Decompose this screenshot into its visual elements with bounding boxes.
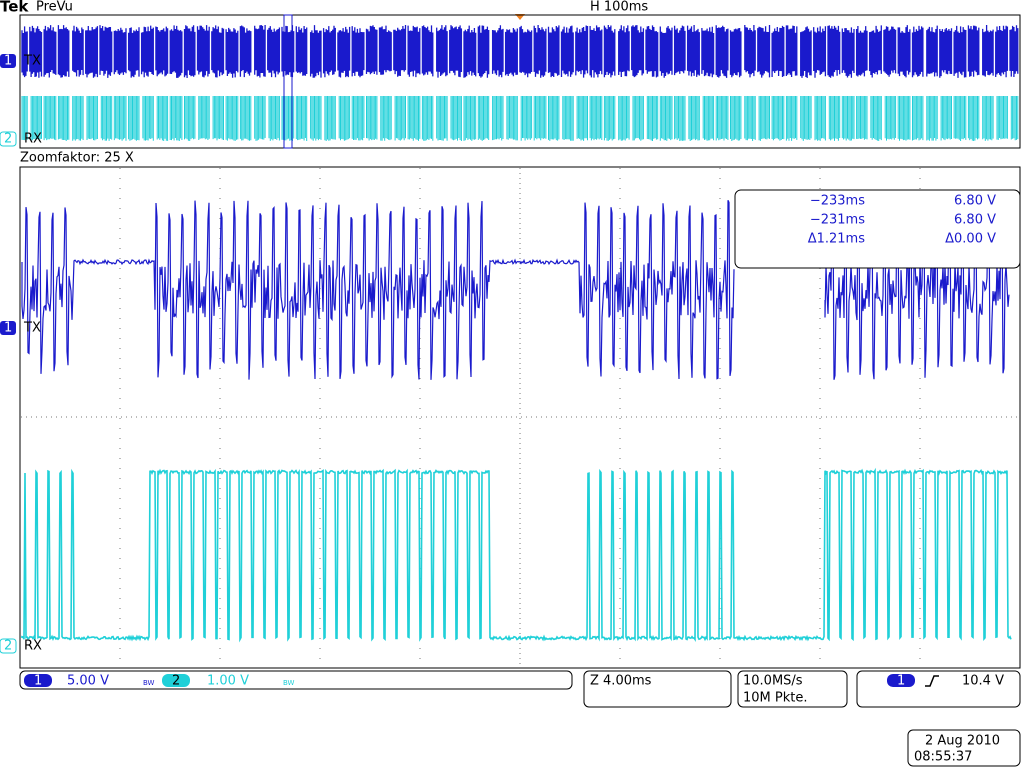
channel-status xyxy=(19,670,573,690)
cursor-voltage: 6.80 V xyxy=(954,194,996,209)
cursor-time: −233ms xyxy=(810,194,865,209)
zoom-window xyxy=(19,166,1021,669)
ch2-number: 2 xyxy=(4,639,12,654)
ch2-badge[interactable] xyxy=(162,674,190,687)
ch2-number: 2 xyxy=(172,674,180,689)
trigger-badge[interactable] xyxy=(887,674,915,687)
cursor-readout xyxy=(734,189,1021,269)
sample-rate: 10.0MS/s xyxy=(743,674,803,689)
record-length: 10M Pkte. xyxy=(743,691,808,706)
cursor-time: Δ1.21ms xyxy=(808,232,866,247)
graticule xyxy=(21,168,1019,667)
zoom-status xyxy=(583,670,732,708)
overview-window xyxy=(19,14,1021,149)
ch1-badge[interactable] xyxy=(24,674,52,687)
ch1-number: 1 xyxy=(4,54,12,69)
ch1-marker xyxy=(0,321,16,335)
tx-overview-trace xyxy=(21,25,1019,78)
ch1-label: TX xyxy=(23,321,41,336)
tx-zoom-trace xyxy=(21,200,1010,380)
overview-waveforms xyxy=(21,25,1019,141)
ch1-bw: BW xyxy=(143,679,155,687)
mode: PreVu xyxy=(36,0,73,15)
zoom-scale: Z 4.00ms xyxy=(590,674,652,689)
ch2-bw: BW xyxy=(283,679,295,687)
timestamp xyxy=(907,729,1021,767)
zoom-waveforms xyxy=(21,200,1012,643)
brand: Tek xyxy=(0,0,29,16)
ch1-scale: 5.00 V xyxy=(67,674,109,689)
timebase: H 100ms xyxy=(590,0,648,15)
acquisition-status xyxy=(737,670,848,708)
trigger-slope xyxy=(925,675,939,687)
ch1-label: TX xyxy=(23,54,41,69)
ch1-marker xyxy=(0,54,16,68)
ch2-label: RX xyxy=(24,132,42,147)
ch2-number: 2 xyxy=(4,132,12,147)
rx-overview-trace xyxy=(21,96,1019,141)
ch2-scale: 1.00 V xyxy=(207,674,249,689)
date: 2 Aug 2010 xyxy=(925,734,1000,749)
ch2-marker xyxy=(0,638,17,654)
zoom-label: Zoomfaktor: 25 X xyxy=(20,151,134,166)
trigger-channel: 1 xyxy=(897,674,905,689)
time: 08:55:37 xyxy=(914,750,972,765)
zoom-position-box xyxy=(283,14,293,149)
ch2-marker xyxy=(0,131,17,147)
ch1-number: 1 xyxy=(4,321,12,336)
ch1-number: 1 xyxy=(34,674,42,689)
rx-zoom-trace xyxy=(21,467,1012,643)
cursor-voltage: 6.80 V xyxy=(954,213,996,228)
trigger-level: 10.4 V xyxy=(962,674,1004,689)
cursor-voltage: Δ0.00 V xyxy=(945,232,996,247)
cursor-values: −233ms 6.80 V −231ms 6.80 V Δ1.21ms Δ0.00 V xyxy=(808,194,996,247)
ch2-label: RX xyxy=(24,639,42,654)
cursor-time: −231ms xyxy=(810,213,865,228)
